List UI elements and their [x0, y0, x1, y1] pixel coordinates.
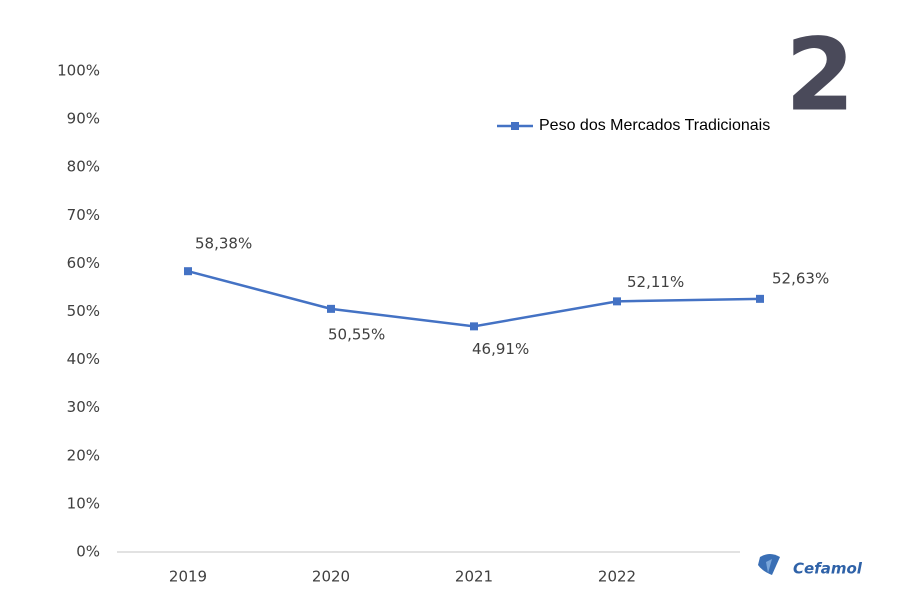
marker: [184, 267, 192, 276]
data-label: 52,11%: [627, 273, 684, 291]
y-tick-label: 20%: [67, 446, 100, 464]
y-tick-label: 90%: [67, 110, 100, 128]
y-tick-label: 10%: [67, 494, 100, 512]
data-label: 50,55%: [328, 325, 385, 343]
data-label: 58,38%: [195, 235, 252, 253]
y-tick-label: 40%: [67, 350, 100, 368]
y-tick-label: 60%: [67, 254, 100, 272]
data-label: 52,63%: [772, 269, 829, 287]
y-tick-label: 30%: [67, 398, 100, 416]
y-tick-label: 0%: [76, 543, 100, 561]
y-tick-label: 70%: [67, 206, 100, 224]
page-number: 2: [785, 16, 855, 133]
x-tick-label: 2022: [598, 568, 636, 586]
legend-label: Peso dos Mercados Tradicionais: [539, 117, 770, 134]
y-tick-label: 80%: [67, 158, 100, 176]
x-tick-label: 2019: [169, 568, 207, 586]
marker: [756, 294, 764, 303]
y-tick-label: 50%: [67, 302, 100, 320]
x-tick-label: 2020: [312, 568, 350, 586]
logo-text: Cefamol: [793, 560, 863, 578]
marker: [613, 297, 621, 306]
y-tick-label: 100%: [57, 62, 100, 80]
marker: [470, 322, 478, 331]
logo-icon: [758, 554, 780, 575]
legend-marker: [511, 122, 519, 130]
data-label: 46,91%: [472, 340, 529, 358]
marker: [327, 304, 335, 313]
x-tick-label: 2021: [455, 568, 493, 586]
